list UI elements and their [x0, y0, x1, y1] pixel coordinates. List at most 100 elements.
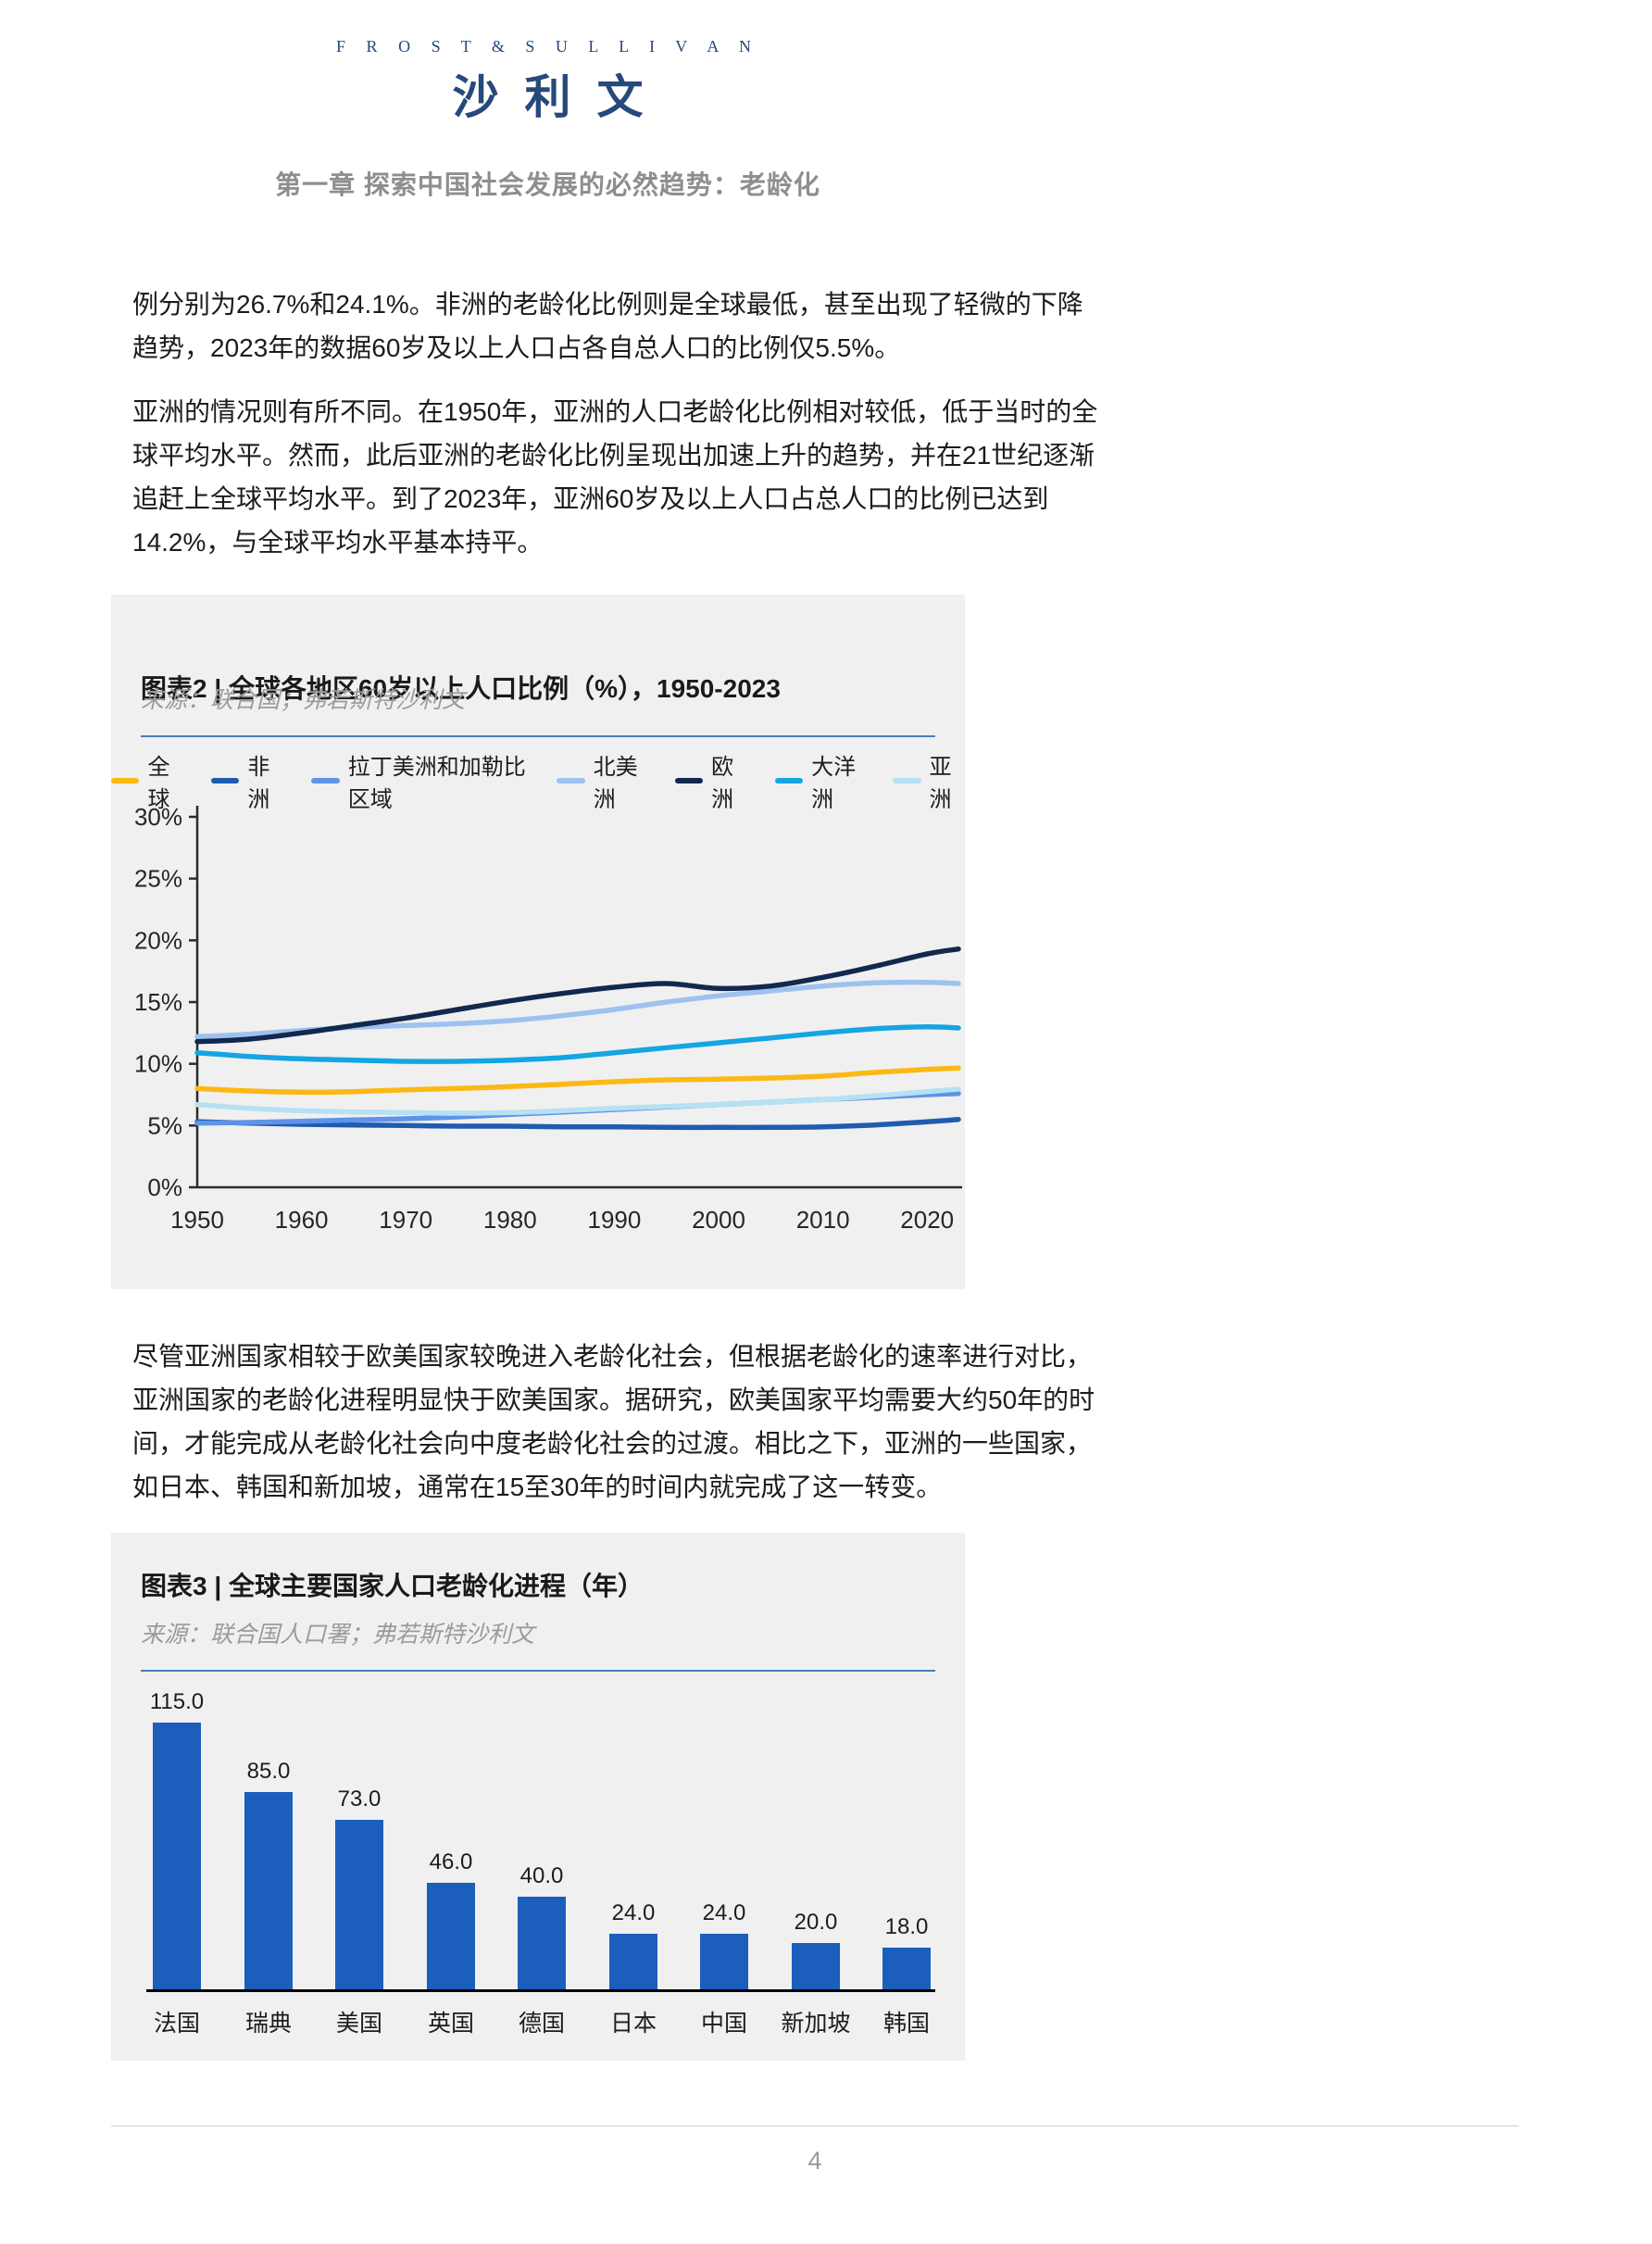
- x-tick-label: 1950: [170, 1206, 224, 1234]
- bar-value-中国: 24.0: [702, 1900, 746, 1925]
- paragraph-3-line-3: 间，才能完成从老龄化社会向中度老龄化社会的过渡。相比之下，亚洲的一些国家，: [132, 1429, 1093, 1458]
- bar-category-label-瑞典: 瑞典: [244, 2011, 292, 2037]
- paragraph-3-line-1: 尽管亚洲国家相较于欧美国家较晚进入老龄化社会，但根据老龄化的速率进行对比，: [132, 1342, 1093, 1371]
- bar-美国: [335, 1820, 383, 1989]
- logo-frost-sullivan-text: F R O S T & S U L L I V A N: [336, 37, 759, 56]
- legend-swatch-icon: [557, 778, 585, 784]
- bar-德国: [518, 1897, 566, 1989]
- x-tick-label: 2000: [692, 1206, 745, 1234]
- paragraph-2-line-3: 追赶上全球平均水平。到了2023年，亚洲60岁及以上人口占总人口的比例已达到: [132, 484, 1049, 513]
- bar-category-label-法国: 法国: [153, 2011, 200, 2037]
- logo: F R O S T & S U L L I V A N 沙利文: [132, 37, 963, 127]
- legend-item-非洲: 非洲: [210, 748, 283, 813]
- figure2-source: 来源：联合国；弗若斯特沙利文: [141, 687, 466, 713]
- legend-label: 全球: [147, 755, 170, 812]
- x-tick-label: 1970: [379, 1206, 432, 1234]
- figure3-source: 来源：联合国人口署；弗若斯特沙利文: [141, 1622, 535, 1648]
- bar-新加坡: [792, 1943, 840, 1989]
- bar-value-新加坡: 20.0: [794, 1910, 838, 1935]
- bar-value-日本: 24.0: [611, 1900, 656, 1925]
- legend-item-拉丁美洲和加勒比区域: 拉丁美洲和加勒比区域: [310, 748, 529, 813]
- line-series-欧洲: [194, 946, 961, 1045]
- y-tick-label: 15%: [134, 988, 182, 1016]
- y-tick-label: 30%: [134, 803, 182, 831]
- legend-swatch-icon: [111, 778, 140, 784]
- bar-日本: [609, 1934, 657, 1989]
- bar-category-label-英国: 英国: [427, 2011, 474, 2037]
- paragraph-3-line-4: 如日本、韩国和新加坡，通常在15至30年的时间内就完成了这一转变。: [132, 1473, 943, 1501]
- bar-value-韩国: 18.0: [884, 1914, 929, 1939]
- bar-瑞典: [244, 1792, 293, 1989]
- paragraph-2-line-1: 亚洲的情况则有所不同。在1950年，亚洲的人口老龄化比例相对较低，低于当时的全: [132, 397, 1098, 426]
- x-tick-label: 2010: [796, 1206, 850, 1234]
- x-tick-label: 1990: [587, 1206, 641, 1234]
- y-tick-label: 10%: [134, 1050, 182, 1078]
- legend-label: 拉丁美洲和加勒比区域: [347, 755, 526, 812]
- x-tick-label: 2020: [900, 1206, 954, 1234]
- x-tick-label: 1960: [275, 1206, 329, 1234]
- figure2-plot: 0% 5% 10% 15% 20% 25% 30% 1950 1960 1970 1980 1990 2…: [134, 803, 962, 1234]
- line-series-全球: [194, 1065, 961, 1096]
- bar-category-label-新加坡: 新加坡: [781, 2011, 851, 2037]
- y-tick-label: 20%: [134, 926, 182, 954]
- bar-法国: [153, 1723, 201, 1989]
- legend-swatch-icon: [674, 778, 704, 784]
- figure3-plot: 115.0 法国 85.0 瑞典 73.0 美国 46.0 英国 40.0 德国 24.0 日本 24.…: [150, 1533, 931, 2061]
- paragraph-1-line-1: 例分别为26.7%和24.1%。非洲的老龄化比例则是全球最低，甚至出现了轻微的下…: [132, 290, 1083, 319]
- y-tick-label: 25%: [134, 865, 182, 893]
- paragraph-1-line-2: 趋势，2023年的数据60岁及以上人口占各自总人口的比例仅5.5%。: [132, 333, 901, 362]
- legend-swatch-icon: [774, 778, 804, 784]
- bar-value-英国: 46.0: [429, 1849, 473, 1874]
- figure2-divider: [141, 735, 935, 737]
- legend-item-欧洲: 欧洲: [674, 748, 747, 813]
- bar-category-label-德国: 德国: [518, 2011, 565, 2037]
- figure2-title: 图表2 | 全球各地区60岁以上人口比例（%），1950-2023: [141, 674, 781, 703]
- figure2-legend: 全球 非洲 拉丁美洲和加勒比区域 北美洲 欧洲 大洋洲 亚洲: [111, 748, 965, 813]
- legend-swatch-icon: [210, 778, 240, 784]
- figure3-title: 图表3 | 全球主要国家人口老龄化进程（年）: [141, 1572, 644, 1600]
- x-tick-label: 1980: [483, 1206, 537, 1234]
- legend-swatch-icon: [310, 778, 340, 784]
- legend-item-亚洲: 亚洲: [893, 748, 965, 813]
- legend-item-北美洲: 北美洲: [557, 748, 647, 813]
- legend-item-全球: 全球: [111, 748, 183, 813]
- bar-category-label-韩国: 韩国: [882, 2011, 930, 2037]
- page-number: 4: [807, 2147, 822, 2175]
- bar-value-德国: 40.0: [519, 1863, 564, 1888]
- line-series-亚洲: [194, 1086, 961, 1116]
- legend-label: 亚洲: [929, 755, 952, 812]
- footer-rule: [111, 2125, 1519, 2126]
- legend-label: 欧洲: [711, 755, 734, 812]
- figure2-panel: 图表2 | 全球各地区60岁以上人口比例（%），1950-2023 来源：联合国…: [111, 595, 965, 1289]
- figure3-panel: 图表3 | 全球主要国家人口老龄化进程（年） 来源：联合国人口署；弗若斯特沙利文…: [111, 1533, 965, 2061]
- paragraph-2-line-4: 14.2%，与全球平均水平基本持平。: [132, 528, 544, 557]
- bar-英国: [427, 1883, 475, 1989]
- y-tick-label: 5%: [147, 1111, 182, 1139]
- legend-label: 北美洲: [593, 755, 638, 812]
- bar-value-瑞典: 85.0: [246, 1759, 291, 1784]
- bar-韩国: [882, 1948, 931, 1989]
- bar-category-label-美国: 美国: [335, 2011, 382, 2037]
- legend-item-大洋洲: 大洋洲: [774, 748, 866, 813]
- figure3-divider: [141, 1670, 935, 1672]
- paragraph-3: 尽管亚洲国家相较于欧美国家较晚进入老龄化社会，但根据老龄化的速率进行对比， 亚洲…: [132, 1335, 1151, 1509]
- line-series-大洋洲: [194, 1023, 961, 1064]
- bar-value-法国: 115.0: [149, 1689, 205, 1714]
- paragraph-2-line-2: 球平均水平。然而，此后亚洲的老龄化比例呈现出加速上升的趋势，并在21世纪逐渐: [132, 441, 1095, 470]
- legend-label: 非洲: [247, 755, 270, 812]
- figure3-x-axis: [146, 1989, 935, 1992]
- y-tick-label: 0%: [147, 1173, 182, 1201]
- chapter-heading: 第一章 探索中国社会发展的必然趋势：老龄化: [275, 170, 820, 199]
- bar-value-美国: 73.0: [337, 1786, 382, 1811]
- line-series-非洲: [194, 1116, 961, 1131]
- bar-中国: [700, 1934, 748, 1989]
- paragraph-1: 例分别为26.7%和24.1%。非洲的老龄化比例则是全球最低，甚至出现了轻微的下…: [132, 282, 1151, 370]
- logo-shaliwen-text: 沙利文: [452, 71, 670, 123]
- legend-swatch-icon: [893, 778, 921, 784]
- bar-category-label-日本: 日本: [609, 2011, 657, 2037]
- legend-label: 大洋洲: [811, 755, 857, 812]
- paragraph-2: 亚洲的情况则有所不同。在1950年，亚洲的人口老龄化比例相对较低，低于当时的全 …: [132, 390, 1151, 564]
- bar-category-label-中国: 中国: [700, 2011, 747, 2037]
- paragraph-3-line-2: 亚洲国家的老龄化进程明显快于欧美国家。据研究，欧美国家平均需要大约50年的时: [132, 1385, 1095, 1414]
